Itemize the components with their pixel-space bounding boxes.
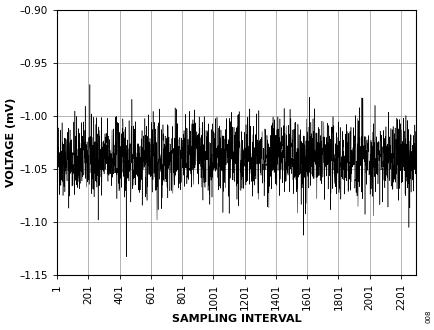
Text: 008: 008 — [424, 310, 431, 323]
X-axis label: SAMPLING INTERVAL: SAMPLING INTERVAL — [171, 314, 301, 324]
Y-axis label: VOLTAGE (mV): VOLTAGE (mV) — [6, 98, 16, 187]
